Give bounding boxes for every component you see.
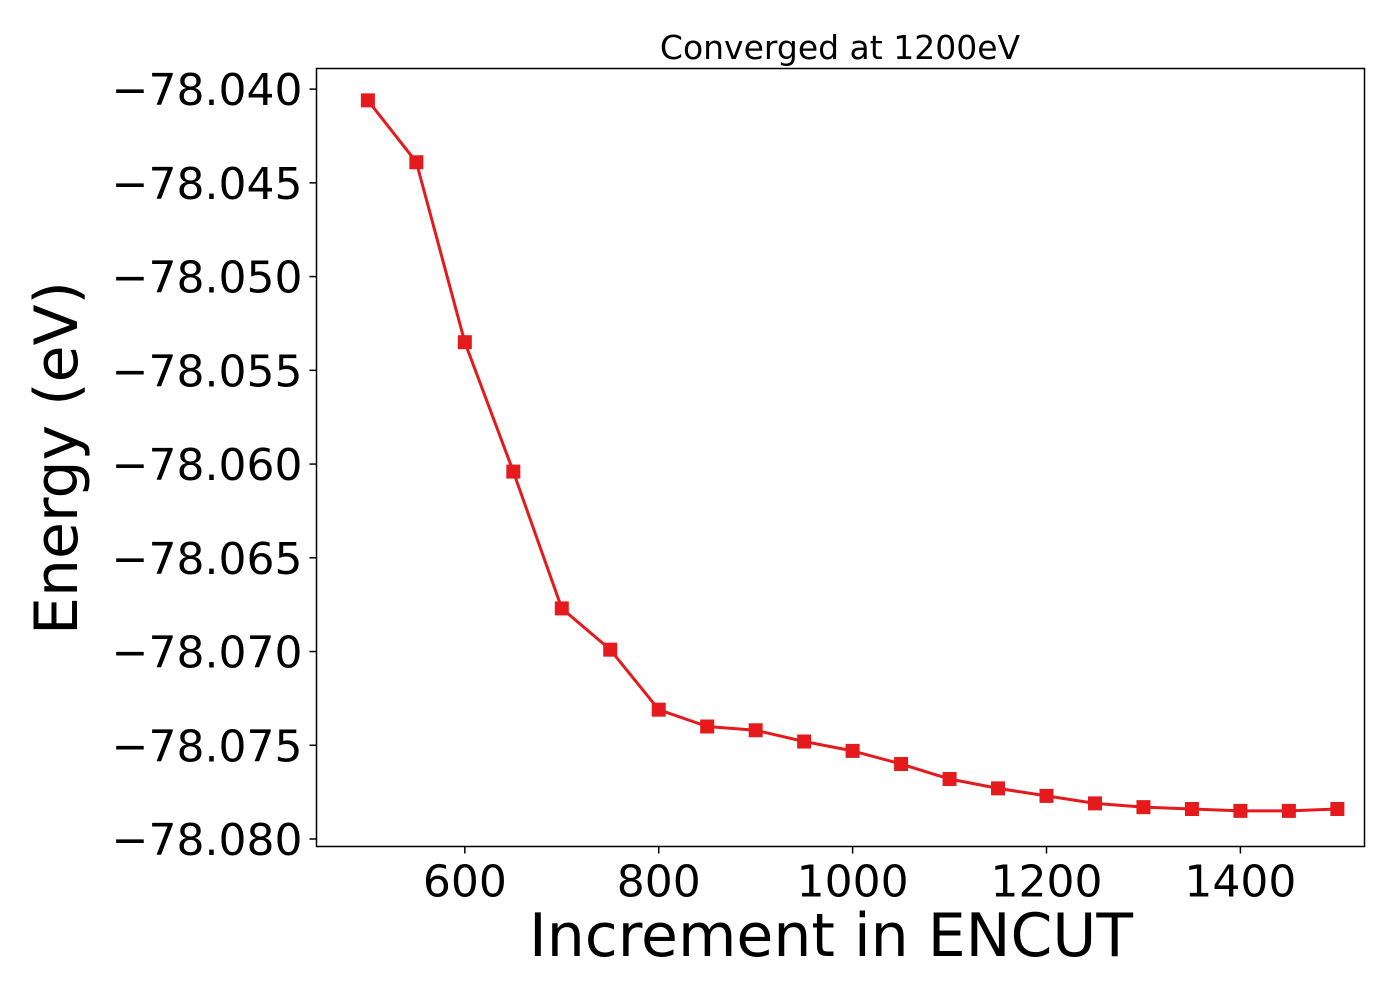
data-point-marker — [360, 93, 375, 108]
data-point-marker — [506, 464, 521, 479]
y-tick-label: −78.065 — [112, 534, 303, 585]
y-tick-label: −78.040 — [112, 65, 303, 116]
y-tick-label: −78.055 — [112, 346, 303, 397]
y-tick-label: −78.075 — [112, 721, 303, 772]
data-point-marker — [845, 743, 860, 758]
data-point-marker — [1330, 802, 1345, 817]
x-axis-title: Increment in ENCUT — [529, 901, 1133, 971]
data-point-marker — [748, 723, 763, 738]
y-axis-title: Energy (eV) — [22, 281, 92, 635]
y-tick-label: −78.045 — [112, 159, 303, 210]
data-point-marker — [942, 772, 957, 787]
y-tick-label: −78.050 — [112, 253, 303, 304]
data-point-marker — [554, 601, 569, 616]
data-point-marker — [700, 719, 715, 734]
x-tick-label: 600 — [423, 857, 507, 908]
x-tick-label: 800 — [617, 857, 701, 908]
y-axis-ticks: −78.040 −78.045 −78.050 −78.055 −78.060 −78.0… — [112, 65, 317, 866]
data-point-marker — [1233, 803, 1248, 818]
data-point-marker — [457, 335, 472, 350]
plot-frame — [315, 67, 1366, 848]
y-tick-label: −78.080 — [112, 815, 303, 866]
x-tick-label: 1200 — [991, 857, 1103, 908]
data-point-marker — [1281, 803, 1296, 818]
x-tick-label: 1000 — [797, 857, 909, 908]
data-point-marker — [603, 642, 618, 657]
data-point-marker — [651, 702, 666, 717]
chart-title: Converged at 1200eV — [660, 28, 1021, 67]
series-layer — [360, 93, 1345, 818]
data-point-marker — [894, 757, 909, 772]
data-point-marker — [1184, 802, 1199, 817]
data-point-marker — [991, 781, 1006, 796]
x-axis-ticks: 600 800 1000 1200 1400 — [423, 846, 1296, 908]
data-point-marker — [1087, 796, 1102, 811]
x-tick-label: 1400 — [1184, 857, 1296, 908]
data-point-marker — [409, 155, 424, 170]
data-point-marker — [1136, 800, 1151, 815]
y-tick-label: −78.070 — [112, 628, 303, 679]
data-point-marker — [797, 734, 812, 749]
data-point-marker — [1039, 788, 1054, 803]
y-tick-label: −78.060 — [112, 440, 303, 491]
